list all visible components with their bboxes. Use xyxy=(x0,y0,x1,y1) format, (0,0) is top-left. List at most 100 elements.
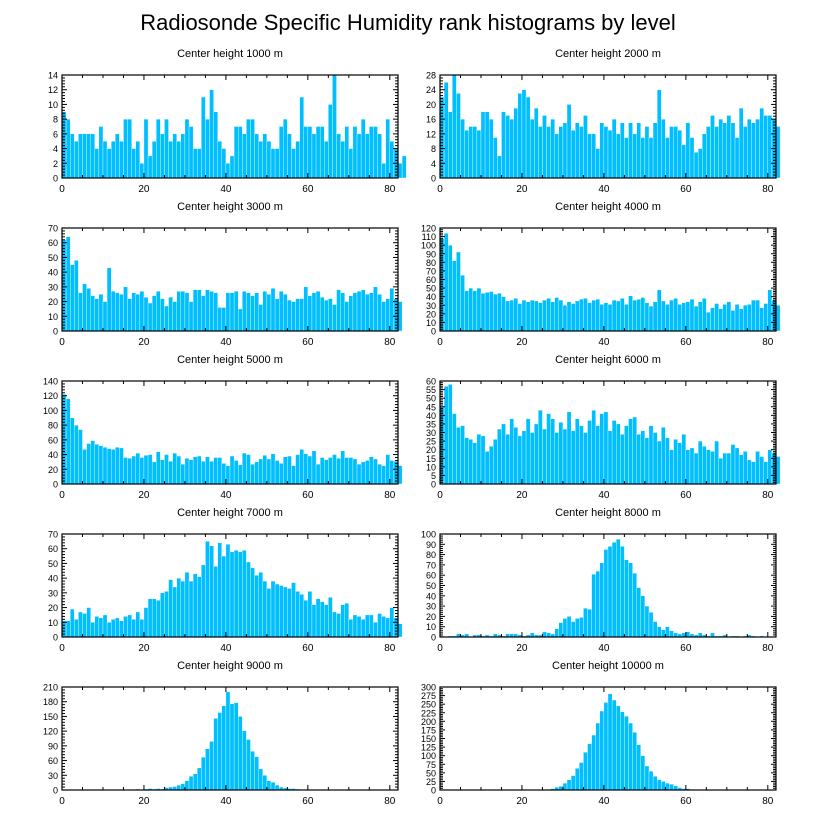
histogram-bar xyxy=(110,449,116,485)
histogram-bar xyxy=(336,289,341,332)
y-tick-label: 70 xyxy=(48,224,58,234)
histogram-bar xyxy=(538,410,543,485)
histogram-bar xyxy=(356,133,362,179)
histogram-bar xyxy=(759,456,764,485)
histogram-bar xyxy=(303,600,309,638)
histogram-bar xyxy=(340,450,345,485)
histogram-bar xyxy=(595,148,600,179)
histogram-bar xyxy=(620,434,625,485)
histogram-bar xyxy=(295,591,300,638)
histogram-bar xyxy=(287,455,292,485)
x-tick-label: 0 xyxy=(437,337,443,348)
histogram-bar xyxy=(493,137,498,179)
histogram-bar xyxy=(61,620,67,638)
histogram-bar xyxy=(180,291,186,332)
histogram-bar xyxy=(665,137,670,179)
histogram-bar xyxy=(184,292,190,332)
histogram-bar xyxy=(628,295,633,332)
plot-frame xyxy=(61,380,399,485)
histogram-bar xyxy=(291,148,296,179)
x-tick-label: 60 xyxy=(302,337,314,348)
histogram-bar xyxy=(389,460,395,485)
histogram-bar xyxy=(620,122,625,179)
x-tick-label: 60 xyxy=(680,184,692,195)
histogram-bar xyxy=(213,292,218,332)
histogram-bar xyxy=(188,301,194,332)
histogram-bar xyxy=(570,775,576,791)
y-tick-label: 0 xyxy=(431,480,436,490)
histogram-bar xyxy=(369,456,374,485)
histogram-bar xyxy=(164,591,169,638)
y-tick-label: 100 xyxy=(421,530,436,540)
histogram-bar xyxy=(90,133,95,179)
histogram-bar xyxy=(513,298,519,332)
histogram-bar xyxy=(493,439,498,485)
histogram-bar xyxy=(197,289,202,332)
x-tick-label: 40 xyxy=(598,337,610,348)
histogram-bar xyxy=(365,460,370,485)
histogram-bar xyxy=(123,616,128,638)
y-tick-label: 16 xyxy=(426,115,436,125)
y-tick-label: 30 xyxy=(426,428,436,438)
histogram-bar xyxy=(164,305,169,332)
histogram-bar xyxy=(192,148,198,179)
histogram-bar xyxy=(78,133,83,179)
histogram-bar xyxy=(303,286,309,332)
histogram-bar xyxy=(229,292,235,332)
histogram-bar xyxy=(624,304,629,332)
histogram-bar xyxy=(135,294,141,332)
histogram-bar xyxy=(493,293,498,332)
y-tick-label: 70 xyxy=(426,560,436,570)
histogram-bar xyxy=(225,465,231,485)
panel-6: Center height 6000 m0 20 40 60 8005101520253… xyxy=(426,354,781,501)
histogram-bar xyxy=(119,141,124,179)
y-tick-label: 20 xyxy=(426,612,436,622)
histogram-bar xyxy=(258,141,263,179)
y-tick-label: 20 xyxy=(48,297,58,307)
histogram-bar xyxy=(242,550,247,638)
histogram-bar xyxy=(385,454,390,485)
histogram-bar xyxy=(250,567,255,638)
histogram-bar xyxy=(119,447,124,485)
histogram-bar xyxy=(274,298,280,332)
y-tick-label: 175 xyxy=(421,725,436,735)
histogram-bar xyxy=(180,133,186,179)
histogram-bar xyxy=(221,705,227,791)
histogram-bar xyxy=(464,290,469,332)
histogram-bar xyxy=(722,452,728,485)
histogram-bar xyxy=(360,118,366,179)
histogram-bar xyxy=(86,133,91,179)
histogram-bar xyxy=(127,614,132,638)
histogram-bar xyxy=(640,430,646,485)
histogram-bar xyxy=(554,297,560,332)
panel-5: Center height 5000 m 0 20 40 60 80 0 20 40 60 80 10… xyxy=(43,354,403,501)
histogram-bar xyxy=(697,301,703,332)
histogram-bar xyxy=(94,444,100,485)
histogram-bar xyxy=(591,299,596,332)
histogram-bar xyxy=(143,607,149,638)
y-tick-label: 80 xyxy=(426,258,436,268)
histogram-bar xyxy=(538,126,543,179)
y-tick-label: 40 xyxy=(426,411,436,421)
histogram-bar xyxy=(620,711,625,791)
y-tick-label: 30 xyxy=(48,282,58,292)
histogram-bar xyxy=(365,133,370,179)
histogram-bar xyxy=(603,549,609,638)
plot-frame xyxy=(61,74,399,179)
histogram-bar xyxy=(685,449,691,485)
histogram-bar xyxy=(176,577,182,638)
histogram-bar xyxy=(759,107,764,179)
x-tick-label: 20 xyxy=(138,184,150,195)
x-tick-label: 0 xyxy=(59,490,65,501)
histogram-bar xyxy=(661,427,666,485)
panel-4: Center height 4000 m0 20 40 60 8001020304050… xyxy=(421,201,781,348)
histogram-bar xyxy=(287,133,292,179)
histogram-bar xyxy=(636,122,641,179)
histogram-bar xyxy=(225,544,231,638)
histogram-bar xyxy=(669,449,674,485)
histogram-bar xyxy=(291,582,296,638)
histogram-bar xyxy=(315,291,321,332)
histogram-bar xyxy=(611,299,617,332)
histogram-bar xyxy=(759,307,764,332)
y-tick-label: 8 xyxy=(53,115,58,125)
